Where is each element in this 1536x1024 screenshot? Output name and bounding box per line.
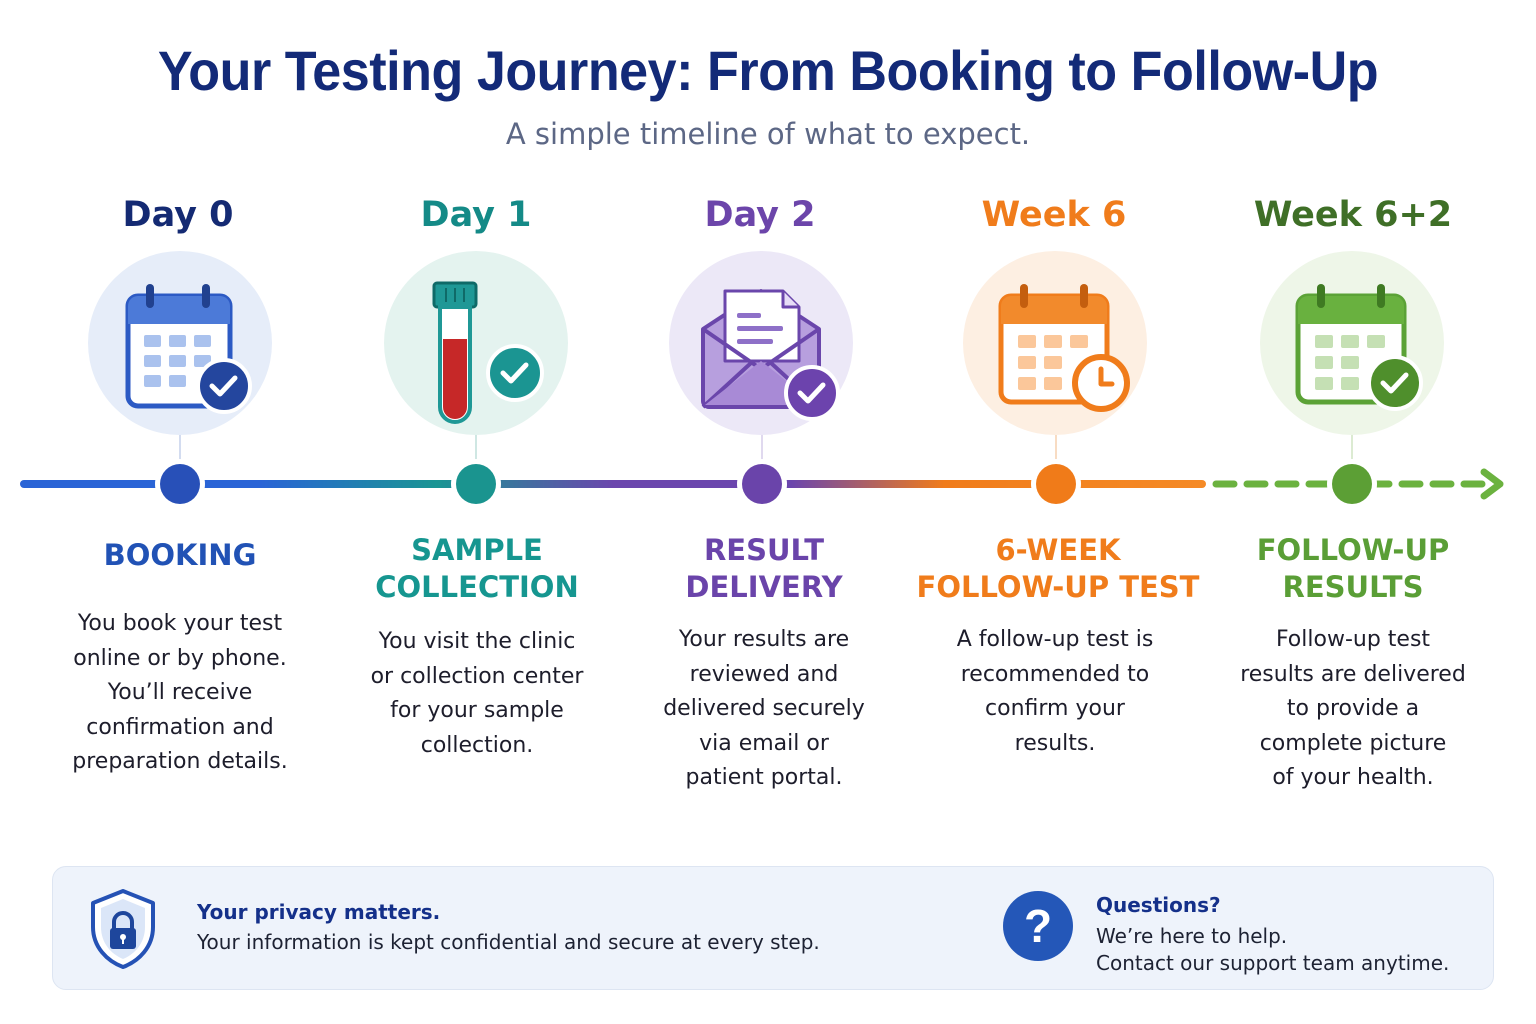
stage-desc-result: Your results are reviewed and delivered … — [663, 627, 865, 790]
stage-desc-followup-results: Follow-up test results are delivered to … — [1240, 627, 1466, 790]
connector — [761, 435, 763, 467]
connector — [475, 435, 477, 467]
stage-icon-followup-test — [963, 251, 1147, 435]
arrow-right-icon — [1480, 468, 1504, 500]
stage-day-4: Week 6+2 — [1253, 195, 1453, 235]
timeline-node-4 — [1332, 464, 1372, 504]
stage-desc-booking: You book your test online or by phone. Y… — [72, 611, 288, 774]
stage-desc-followup-test: A follow-up test is recommended to confi… — [956, 627, 1154, 756]
questions-line-2: Contact our support team anytime. — [1096, 951, 1450, 975]
calendar-check-icon — [1295, 284, 1423, 411]
stage-name-sample: SAMPLE COLLECTION — [375, 533, 579, 604]
questions-title: Questions? — [1096, 893, 1221, 917]
shield-lock-icon — [91, 889, 155, 969]
page-subtitle: A simple timeline of what to expect. — [505, 117, 1031, 151]
stage-name-result: RESULT DELIVERY — [685, 533, 843, 604]
stage-day-2: Day 2 — [704, 195, 816, 235]
info-footer: Your privacy matters. Your information i… — [52, 866, 1494, 990]
connector — [1055, 435, 1057, 467]
stage-name-booking: BOOKING — [103, 538, 257, 572]
stage-day-1: Day 1 — [420, 195, 532, 235]
timeline-node-0 — [160, 464, 200, 504]
envelope-icon — [701, 289, 840, 421]
stage-name-followup-test: 6-WEEK FOLLOW-UP TEST — [916, 533, 1200, 604]
stage-icon-result — [669, 251, 853, 435]
page-title: Your Testing Journey: From Booking to Fo… — [157, 39, 1379, 102]
stage-day-0: Day 0 — [122, 195, 234, 235]
privacy-title: Your privacy matters. — [197, 900, 441, 924]
questions-line-1: We’re here to help. — [1096, 924, 1288, 948]
timeline-node-3 — [1036, 464, 1076, 504]
stage-icon-followup-results — [1260, 251, 1444, 435]
timeline-node-2 — [742, 464, 782, 504]
connector — [1351, 435, 1353, 467]
stage-icon-sample — [384, 251, 568, 435]
calendar-check-icon — [125, 284, 252, 414]
question-icon: ? — [1003, 891, 1073, 961]
test-tube-icon — [432, 281, 544, 424]
stage-day-3: Week 6 — [981, 195, 1127, 235]
calendar-clock-icon — [998, 284, 1130, 412]
stage-icon-booking — [88, 251, 272, 435]
stage-desc-sample: You visit the clinic or collection cente… — [370, 629, 584, 758]
timeline-node-1 — [456, 464, 496, 504]
stage-name-followup-results: FOLLOW-UP RESULTS — [1256, 533, 1450, 604]
privacy-text: Your information is kept confidential an… — [197, 930, 820, 954]
connector — [179, 435, 181, 467]
